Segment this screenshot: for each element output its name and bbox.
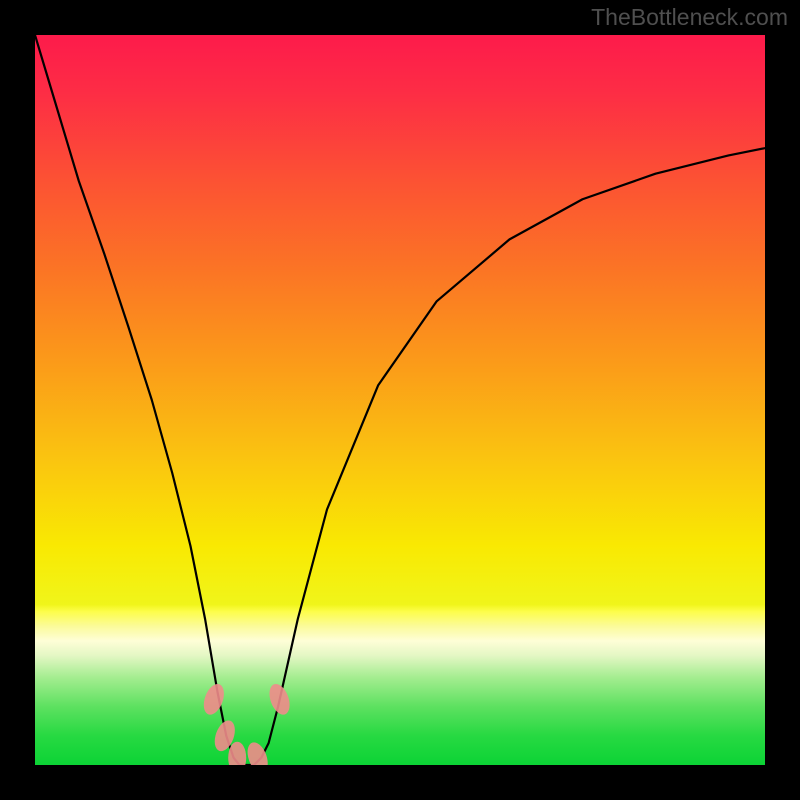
chart-svg [35,35,765,765]
plot-area [35,35,765,765]
gradient-background [35,35,765,765]
watermark-text: TheBottleneck.com [591,4,788,31]
